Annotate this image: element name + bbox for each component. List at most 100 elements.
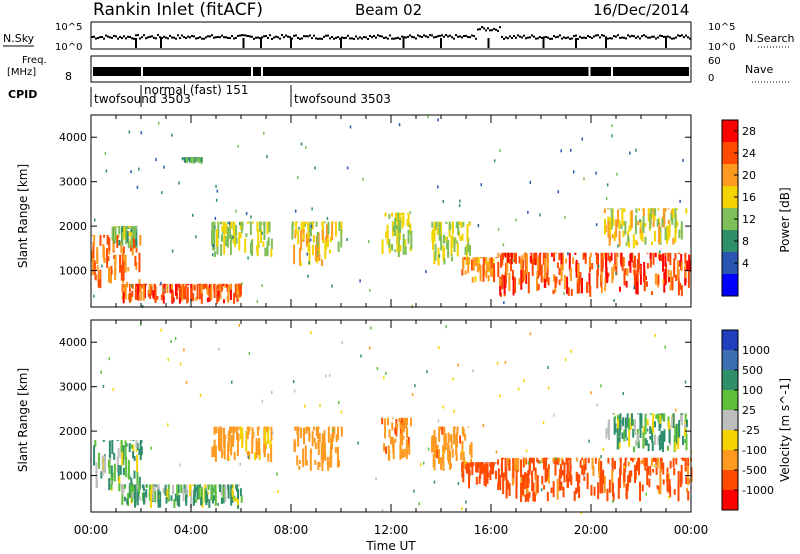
nsky-point	[205, 36, 207, 39]
range-cell	[662, 208, 665, 228]
range-cell	[165, 496, 168, 504]
range-cell	[411, 304, 413, 308]
range-cell	[321, 456, 324, 472]
range-cell	[564, 215, 566, 219]
range-cell	[662, 253, 665, 272]
range-cell	[310, 331, 312, 335]
range-cell	[130, 444, 133, 449]
range-cell	[563, 275, 566, 290]
range-cell	[561, 460, 564, 465]
range-cell	[644, 457, 647, 471]
range-cell	[328, 374, 331, 378]
range-cell	[675, 457, 678, 465]
range-cell	[650, 458, 653, 466]
range-cell	[121, 451, 124, 466]
range-cell	[181, 283, 184, 302]
nsky-point	[237, 34, 239, 37]
range-cell	[442, 451, 445, 455]
range-cell	[256, 245, 259, 253]
range-cell	[237, 144, 239, 148]
range-cell	[523, 474, 526, 490]
range-cell	[162, 488, 165, 494]
range-cell	[295, 221, 298, 235]
range-cell	[611, 134, 613, 138]
range-cell	[546, 468, 549, 481]
range-cell	[251, 437, 254, 454]
range-cell	[214, 251, 217, 258]
range-cell	[337, 241, 340, 253]
range-cell	[214, 491, 217, 506]
range-cell	[231, 380, 233, 384]
range-cell	[546, 491, 549, 502]
range-cell	[448, 456, 451, 465]
range-cell	[550, 252, 553, 257]
range-cell	[630, 457, 633, 461]
range-cell	[246, 431, 249, 440]
range-cell	[615, 219, 618, 238]
range-cell	[433, 226, 436, 243]
range-cell	[245, 430, 248, 452]
range-cell	[185, 283, 188, 288]
range-cell	[241, 282, 243, 286]
nsky-point	[541, 36, 543, 39]
range-cell	[338, 460, 341, 467]
range-cell	[617, 244, 619, 248]
range-cell	[674, 223, 677, 243]
range-cell	[624, 417, 627, 438]
nave-tick-bottom: 0	[708, 73, 714, 84]
range-cell	[153, 283, 156, 301]
range-cell	[239, 221, 242, 230]
nsky-point	[263, 35, 265, 38]
range-cell	[562, 486, 565, 498]
range-cell	[466, 223, 469, 242]
range-cell	[308, 427, 311, 442]
range-cell	[98, 452, 101, 469]
range-cell	[439, 236, 442, 240]
range-cell	[623, 208, 626, 212]
range-cell	[406, 417, 409, 426]
range-cell	[620, 424, 623, 430]
range-cell	[475, 462, 478, 473]
range-cell	[304, 221, 307, 224]
range-cell	[221, 450, 224, 458]
nsky-point	[635, 36, 637, 39]
range-cell	[309, 225, 312, 231]
nsky-point	[489, 29, 491, 32]
range-cell	[225, 223, 228, 235]
range-cell	[210, 284, 213, 301]
range-cell	[684, 457, 687, 472]
range-cell	[169, 283, 172, 294]
range-cell	[450, 236, 453, 255]
range-cell	[333, 426, 336, 435]
range-cell	[401, 452, 404, 457]
range-cell	[245, 233, 248, 238]
range-cell	[170, 340, 172, 344]
range-cell	[555, 457, 558, 465]
range-cell	[609, 217, 612, 231]
range-cell	[383, 376, 385, 380]
range-cell	[467, 257, 470, 274]
range-cell	[579, 271, 582, 285]
range-cell	[627, 461, 630, 467]
range-cell	[565, 457, 568, 465]
nsky-point	[137, 34, 139, 37]
nsky-point	[405, 36, 407, 39]
range-cell	[651, 420, 654, 430]
nsky-point	[327, 34, 329, 37]
range-cell	[602, 469, 605, 485]
range-cell	[116, 456, 119, 473]
range-cell	[407, 229, 410, 244]
range-cell	[667, 484, 670, 493]
nsky-point	[667, 35, 669, 38]
range-cell	[658, 254, 661, 261]
range-cell	[163, 283, 166, 294]
range-cell	[448, 223, 451, 238]
range-cell	[131, 484, 134, 486]
nsky-point	[273, 36, 275, 39]
range-cell	[621, 208, 624, 226]
cpid-segment-label: twofsound 3503	[94, 92, 191, 106]
range-cell	[438, 426, 441, 443]
range-cell	[188, 484, 191, 497]
range-cell	[560, 252, 563, 265]
